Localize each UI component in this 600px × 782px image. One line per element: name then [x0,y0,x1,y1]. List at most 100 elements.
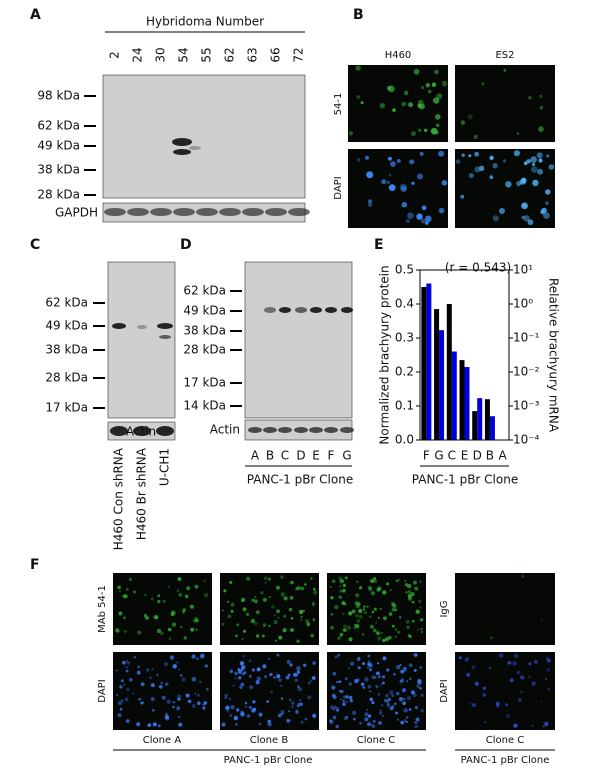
cell [368,202,373,207]
cell [341,601,346,605]
cell [399,616,402,619]
lane-label: 2 [108,51,122,59]
cell [495,701,500,707]
cell [176,706,181,711]
x-tick-label: B [486,449,494,463]
cell [249,685,254,689]
cell [312,714,316,717]
cell [392,108,396,112]
cell [160,631,164,635]
cell [337,636,341,640]
cell [246,612,250,616]
cell [313,588,316,591]
cell [407,212,414,219]
micrograph [220,573,319,645]
cell [516,180,522,187]
panel-label: B [353,7,364,23]
band [159,335,171,339]
cell [377,616,380,620]
marker-label: 62 kDa [37,119,80,133]
cell [537,168,543,175]
cell [376,671,381,676]
cell [539,94,543,98]
cell [397,630,400,634]
cell [343,695,347,699]
cell [276,653,280,657]
cell [417,173,424,180]
cell [374,580,378,584]
cell [544,721,549,727]
y-tick-label: 0.3 [395,331,414,345]
cell [489,155,494,160]
cell [351,609,356,614]
y2-axis-label: Relative brachyury mRNA [547,278,561,433]
cell [401,201,408,208]
cell [282,628,287,633]
cell [390,161,396,167]
cell [348,611,353,616]
bar [489,416,495,440]
cell [417,628,420,631]
cell [410,592,415,597]
cell [117,585,121,590]
panel-label: A [30,7,41,23]
cell [123,616,126,620]
bar [477,398,483,440]
cell [369,615,372,618]
lane-label: E [312,449,320,463]
cell [136,722,141,727]
cell [394,702,397,705]
cell [396,159,401,163]
cell [285,675,290,680]
cell [372,628,377,633]
cell [386,85,392,91]
cell [506,714,510,719]
cell [365,155,369,160]
cell [182,608,186,612]
cell [287,719,291,723]
y2-tick-label: 10⁰ [513,297,533,311]
cell [502,159,507,163]
lane-label: 54 [177,47,191,62]
cell [164,712,168,716]
cell [144,594,147,597]
cell [290,701,295,705]
cell [379,711,382,715]
lane-label: H460 Con shRNA [112,447,126,550]
cell [117,700,123,706]
band [196,208,218,216]
cell [369,624,374,629]
cell [296,666,301,671]
cell [289,663,293,667]
cell [249,674,252,678]
cell [334,604,339,610]
row-label: DAPI [97,679,108,702]
x-tick-label: C [448,449,456,463]
cell [204,664,208,668]
row-label: 54-1 [333,93,344,116]
cell [419,103,425,110]
cell [226,710,229,713]
cell [468,154,472,158]
cell [403,719,407,722]
cell [227,600,230,603]
panel-label: D [180,237,192,253]
cell [229,714,232,717]
cell [340,689,344,694]
cell [421,205,427,211]
cell [540,619,543,622]
cell [420,693,424,697]
cell [198,680,202,684]
cell [221,622,225,626]
lane-label: 72 [292,47,306,62]
cell [411,619,415,623]
cell [521,202,528,210]
cell [300,615,303,619]
cell [177,668,180,671]
cell [405,591,408,594]
cell [417,99,424,106]
marker-label: 17 kDa [183,376,226,390]
cell [406,625,410,629]
cell [297,702,301,706]
cell [416,684,420,688]
